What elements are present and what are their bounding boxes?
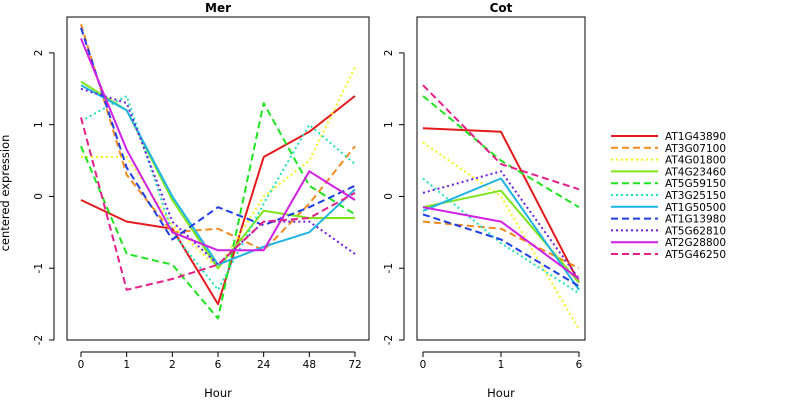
plot-frame xyxy=(416,16,586,341)
x-axis-label: Hour xyxy=(487,386,515,400)
legend-label: AT5G46250 xyxy=(665,249,726,261)
legend-entry: AT3G07100 xyxy=(611,143,726,155)
legend-label: AT1G50500 xyxy=(665,202,726,214)
series-line-at5g46250 xyxy=(80,117,356,291)
legend-label: AT2G28800 xyxy=(665,237,726,249)
series-line-at5g59150 xyxy=(80,102,356,320)
y-tick-label: -1 xyxy=(383,263,395,273)
y-axis-label: centered expression xyxy=(0,135,12,252)
legend-label: AT5G59150 xyxy=(665,178,726,190)
panels: Mer 0 1 2 6 24 48 72 Hour -2 -1 0 1 2 Cot 0 1 6 Hour -2 -1 0 1… xyxy=(33,1,586,400)
series-line-at1g50500 xyxy=(80,84,356,266)
series-line-at3g07100 xyxy=(80,23,356,252)
legend-entry: AT4G01800 xyxy=(611,155,726,167)
x-tick-label: 1 xyxy=(123,359,130,371)
legend-label: AT3G07100 xyxy=(665,143,726,155)
x-tick-label: 6 xyxy=(215,359,222,371)
legend-label: AT1G43890 xyxy=(665,131,726,143)
series-line-at5g46250 xyxy=(422,84,580,191)
x-axis-label: Hour xyxy=(204,386,232,400)
series-line-at5g59150 xyxy=(422,95,580,209)
series-group xyxy=(80,23,356,320)
x-tick-label: 0 xyxy=(78,359,85,371)
plot-frame xyxy=(66,16,370,341)
series-line-at1g13980 xyxy=(422,213,580,288)
x-tick-label: 0 xyxy=(420,359,427,371)
y-tick-label: 1 xyxy=(383,121,395,128)
legend-entry: AT5G46250 xyxy=(611,249,726,261)
legend-entry: AT1G13980 xyxy=(611,214,726,226)
series-line-at1g43890 xyxy=(422,127,580,284)
x-tick-label: 2 xyxy=(169,359,176,371)
y-tick-label: 1 xyxy=(33,121,45,128)
legend-entry: AT2G28800 xyxy=(611,237,726,249)
legend-label: AT3G25150 xyxy=(665,190,726,202)
series-line-at1g43890 xyxy=(80,95,356,306)
y-tick-label: 2 xyxy=(383,50,395,57)
x-tick-label: 72 xyxy=(348,359,361,371)
series-line-at4g01800 xyxy=(422,141,580,330)
legend-label: AT4G23460 xyxy=(665,166,726,178)
series-line-at2g28800 xyxy=(422,206,580,280)
legend-entry: AT5G62810 xyxy=(611,225,726,237)
x-tick-label: 6 xyxy=(576,359,583,371)
panel-mer: Mer 0 1 2 6 24 48 72 Hour -2 -1 0 1 2 xyxy=(33,1,370,400)
series-line-at3g07100 xyxy=(422,220,580,270)
legend-entry: AT4G23460 xyxy=(611,166,726,178)
panel-cot: Cot 0 1 6 Hour -2 -1 0 1 2 xyxy=(383,1,586,400)
series-line-at1g13980 xyxy=(80,27,356,241)
x-tick-label: 1 xyxy=(498,359,505,371)
series-line-at2g28800 xyxy=(80,38,356,252)
series-line-at4g01800 xyxy=(81,66,356,270)
x-tick-label: 24 xyxy=(257,359,271,371)
y-tick-label: -2 xyxy=(383,335,395,345)
panel-title: Mer xyxy=(205,1,231,15)
series-line-at1g50500 xyxy=(422,177,580,291)
legend-entry: AT3G25150 xyxy=(611,190,726,202)
legend-entry: AT1G43890 xyxy=(611,131,726,143)
series-line-at3g25150 xyxy=(80,95,356,291)
series-line-at5g62810 xyxy=(80,87,356,266)
legend-entry: AT1G50500 xyxy=(611,202,726,214)
series-line-at3g25150 xyxy=(422,177,580,295)
y-tick-label: -1 xyxy=(33,263,45,273)
legend-entry: AT5G59150 xyxy=(611,178,726,190)
y-tick-label: -2 xyxy=(33,335,45,345)
series-line-at5g62810 xyxy=(422,170,580,280)
legend: AT1G43890AT3G07100AT4G01800AT4G23460AT5G… xyxy=(611,131,726,261)
legend-label: AT1G13980 xyxy=(665,214,726,226)
x-tick-label: 48 xyxy=(303,359,316,371)
legend-label: AT5G62810 xyxy=(665,225,726,237)
series-group xyxy=(422,84,580,330)
panel-title: Cot xyxy=(490,1,513,15)
legend-label: AT4G01800 xyxy=(665,155,726,167)
y-tick-label: 0 xyxy=(383,193,395,200)
y-tick-label: 0 xyxy=(33,193,45,200)
y-tick-label: 2 xyxy=(33,50,45,57)
